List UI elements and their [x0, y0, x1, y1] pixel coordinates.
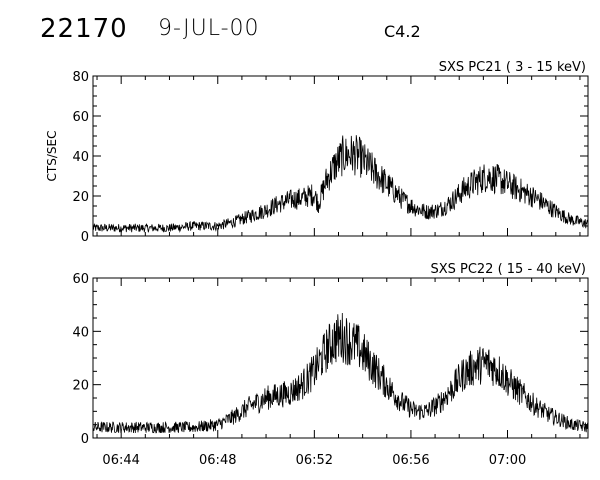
y-tick-label: 80: [72, 70, 89, 85]
panel-title: SXS PC21 ( 3 - 15 keV): [439, 60, 586, 75]
panel-title: SXS PC22 ( 15 - 40 keV): [430, 262, 586, 277]
y-tick-label: 0: [81, 432, 89, 447]
x-tick-label: 06:44: [102, 453, 139, 468]
y-tick-label: 20: [72, 190, 89, 205]
series-line-1: [92, 135, 589, 233]
flare-class: C4.2: [384, 22, 421, 41]
event-date: 9-JUL-00: [158, 16, 260, 41]
series-line-1: [92, 313, 589, 434]
y-tick-label: 60: [72, 272, 89, 287]
plot-frame: [92, 75, 589, 237]
chart-panel-1: 0 20 40 60 80 SXS PC21 ( 3 - 15 keV) CTS/SEC: [45, 60, 589, 245]
y-tick-label: 40: [72, 150, 89, 165]
y-axis-title: CTS/SEC: [45, 131, 59, 182]
plot-frame: [92, 277, 589, 439]
y-tick-label: 40: [72, 325, 89, 340]
y-tick-label: 60: [72, 110, 89, 125]
event-id: 22170: [40, 14, 128, 44]
x-tick-label: 06:52: [296, 453, 333, 468]
x-tick-label: 06:56: [392, 453, 429, 468]
y-tick-label: 0: [81, 230, 89, 245]
x-tick-label: 06:48: [199, 453, 236, 468]
chart-panel-2: 0 20 40 60 06:44 06:48 06:52 06:56 07:00 SXS PC22…: [72, 262, 589, 468]
x-tick-label: 07:00: [489, 453, 526, 468]
y-tick-label: 20: [72, 379, 89, 394]
